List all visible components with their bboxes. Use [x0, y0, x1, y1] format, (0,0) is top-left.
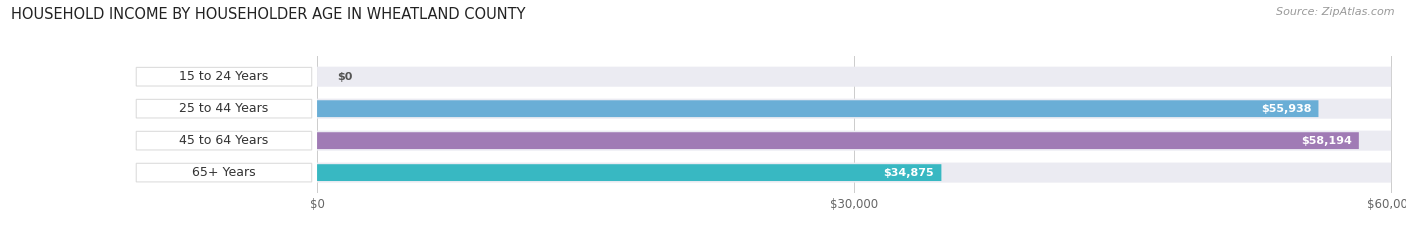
Text: $55,938: $55,938 [1261, 104, 1312, 114]
Text: 15 to 24 Years: 15 to 24 Years [180, 70, 269, 83]
FancyBboxPatch shape [318, 164, 942, 181]
FancyBboxPatch shape [136, 99, 312, 118]
FancyBboxPatch shape [318, 100, 1319, 117]
Text: $0: $0 [337, 72, 352, 82]
FancyBboxPatch shape [318, 99, 1391, 119]
FancyBboxPatch shape [318, 132, 1358, 149]
Text: 45 to 64 Years: 45 to 64 Years [180, 134, 269, 147]
FancyBboxPatch shape [136, 163, 312, 182]
Text: Source: ZipAtlas.com: Source: ZipAtlas.com [1277, 7, 1395, 17]
Text: $58,194: $58,194 [1301, 136, 1351, 146]
FancyBboxPatch shape [318, 67, 1391, 87]
FancyBboxPatch shape [136, 67, 312, 86]
FancyBboxPatch shape [136, 131, 312, 150]
Text: HOUSEHOLD INCOME BY HOUSEHOLDER AGE IN WHEATLAND COUNTY: HOUSEHOLD INCOME BY HOUSEHOLDER AGE IN W… [11, 7, 526, 22]
FancyBboxPatch shape [318, 163, 1391, 183]
Text: $34,875: $34,875 [883, 168, 934, 178]
Text: 65+ Years: 65+ Years [193, 166, 256, 179]
Text: 25 to 44 Years: 25 to 44 Years [180, 102, 269, 115]
FancyBboxPatch shape [318, 131, 1391, 151]
